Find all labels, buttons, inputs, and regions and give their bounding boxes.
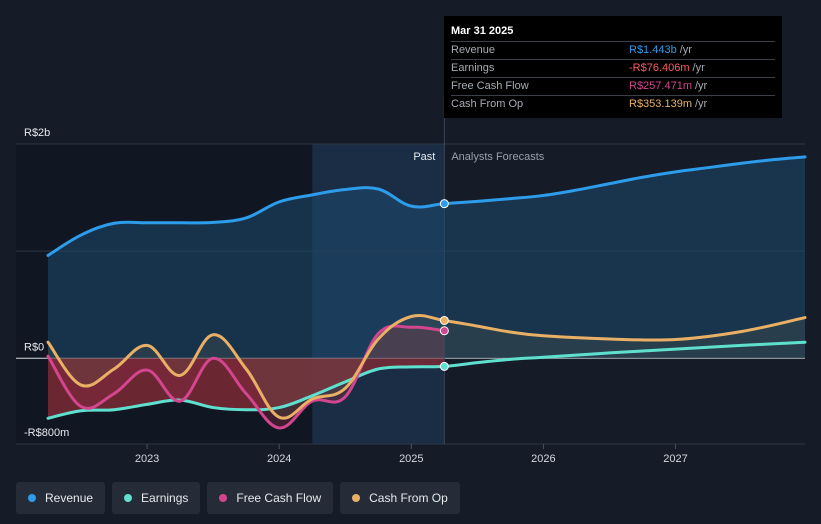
x-tick-label: 2026 [531,453,555,465]
revenue-dot-icon [28,494,36,502]
cfo-line [46,313,807,420]
tooltip-unit: /yr [695,80,708,92]
x-tick-label: 2023 [135,453,159,465]
legend-label: Revenue [45,491,94,505]
past-label: Past [413,151,435,163]
tooltip-label: Earnings [451,62,495,74]
tooltip-value: R$1.443b [629,44,677,56]
y-tick-label: R$2b [24,127,50,139]
fcf-line [46,324,446,430]
cash-from-op-dot-icon [352,494,361,502]
fcf-marker[interactable] [439,326,449,336]
tooltip-row-free-cash-flow: Free Cash Flow R$257.471m /yr [451,77,775,95]
legend-label: Cash From Op [369,491,448,505]
legend: Revenue Earnings Free Cash Flow Cash Fro… [16,482,460,514]
tooltip-unit: /yr [695,98,708,110]
y-tick-label: -R$800m [24,427,69,439]
earnings-line [46,340,807,420]
tooltip-date: Mar 31 2025 [451,25,514,37]
fcf-area [48,325,445,428]
legend-item-earnings[interactable]: Earnings [112,482,201,514]
tooltip-label: Free Cash Flow [451,80,529,92]
tooltip-value: R$257.471m [629,80,692,92]
legend-item-cash-from-op[interactable]: Cash From Op [340,482,460,514]
earnings-marker[interactable] [439,361,449,371]
tooltip-row-revenue: Revenue R$1.443b /yr [451,41,775,59]
revenue-area [48,156,805,359]
cfo-area [48,315,805,419]
legend-label: Earnings [141,491,189,505]
x-tick-label: 2024 [267,453,291,465]
legend-item-revenue[interactable]: Revenue [16,482,106,514]
tooltip-row-earnings: Earnings -R$76.406m /yr [451,59,775,77]
free-cash-flow-dot-icon [219,494,228,502]
tooltip-value: -R$76.406m [629,62,690,74]
tooltip-unit: /yr [679,44,692,56]
y-tick-label: R$0 [24,341,44,353]
revenue-marker[interactable] [439,199,449,209]
tooltip-unit: /yr [692,62,705,74]
forecast-label: Analysts Forecasts [451,151,544,163]
revenue-line [46,155,807,257]
tooltip-value: R$353.139m [629,98,692,110]
tooltip-label: Cash From Op [451,98,524,110]
legend-label: Free Cash Flow [236,491,322,505]
cfo-marker[interactable] [439,315,449,325]
legend-item-free-cash-flow[interactable]: Free Cash Flow [207,482,334,514]
x-tick-label: 2027 [663,453,687,465]
tooltip-label: Revenue [451,44,496,56]
tooltip-row-cash-from-op: Cash From Op R$353.139m /yr [451,95,775,113]
earnings-dot-icon [124,494,133,502]
x-tick-label: 2025 [399,453,423,465]
tooltip-panel: Mar 31 2025 Revenue R$1.443b /yr Earning… [444,16,782,118]
